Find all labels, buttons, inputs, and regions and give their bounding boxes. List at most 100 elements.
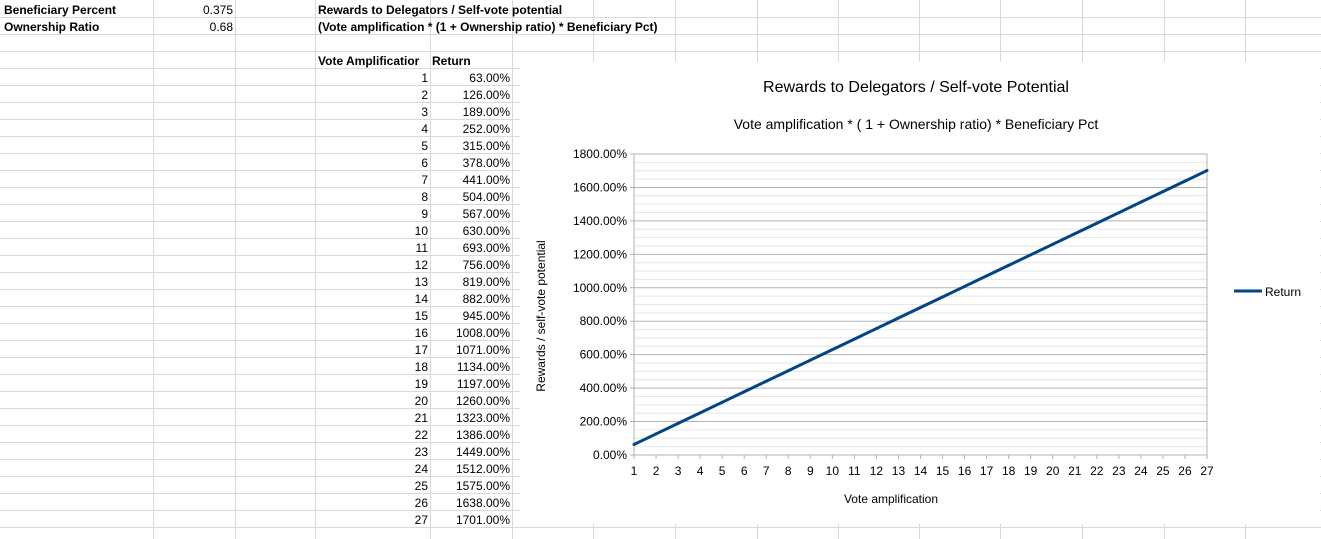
table-cell-amplification[interactable]: 9 bbox=[421, 207, 428, 221]
beneficiary-value[interactable]: 0.375 bbox=[202, 3, 233, 17]
data-point-return bbox=[963, 284, 967, 288]
table-cell-return[interactable]: 567.00% bbox=[462, 207, 510, 221]
table-cell-return[interactable]: 1008.00% bbox=[455, 326, 510, 340]
y-tick-label: 1800.00% bbox=[573, 147, 627, 161]
column-header-vote-amplification[interactable]: Vote Amplificatior bbox=[318, 54, 420, 68]
table-cell-return[interactable]: 819.00% bbox=[462, 275, 510, 289]
column-header-return[interactable]: Return bbox=[432, 54, 471, 68]
x-tick-label: 9 bbox=[807, 464, 814, 478]
y-tick-label: 1000.00% bbox=[573, 281, 627, 295]
table-cell-amplification[interactable]: 2 bbox=[421, 88, 428, 102]
data-point-return bbox=[1029, 253, 1033, 257]
table-cell-return[interactable]: 630.00% bbox=[462, 224, 510, 238]
table-cell-return[interactable]: 1197.00% bbox=[456, 377, 510, 391]
data-point-return bbox=[808, 358, 812, 362]
table-cell-amplification[interactable]: 14 bbox=[414, 292, 428, 306]
table-cell-return[interactable]: 1071.00% bbox=[455, 343, 510, 357]
table-cell-amplification[interactable]: 21 bbox=[414, 411, 428, 425]
table-cell-return[interactable]: 189.00% bbox=[462, 105, 510, 119]
table-cell-amplification[interactable]: 4 bbox=[421, 122, 428, 136]
x-tick-label: 19 bbox=[1024, 464, 1038, 478]
table-cell-return[interactable]: 1701.00% bbox=[455, 513, 510, 527]
data-point-return bbox=[941, 295, 945, 299]
table-cell-amplification[interactable]: 10 bbox=[414, 224, 428, 238]
table-cell-amplification[interactable]: 13 bbox=[414, 275, 428, 289]
table-cell-return[interactable]: 1512.00% bbox=[455, 462, 510, 476]
y-tick-label: 1600.00% bbox=[573, 180, 627, 194]
x-tick-label: 15 bbox=[936, 464, 950, 478]
table-cell-amplification[interactable]: 11 bbox=[415, 241, 428, 255]
data-point-return bbox=[764, 379, 768, 383]
x-tick-label: 4 bbox=[697, 464, 704, 478]
table-cell-amplification[interactable]: 12 bbox=[414, 258, 428, 272]
x-tick-label: 12 bbox=[870, 464, 884, 478]
table-cell-return[interactable]: 63.00% bbox=[469, 71, 510, 85]
x-tick-label: 3 bbox=[675, 464, 682, 478]
table-cell-return[interactable]: 1134.00% bbox=[456, 360, 510, 374]
table-cell-amplification[interactable]: 20 bbox=[414, 394, 428, 408]
x-tick-label: 10 bbox=[826, 464, 840, 478]
x-tick-label: 5 bbox=[719, 464, 726, 478]
table-cell-return[interactable]: 378.00% bbox=[462, 156, 510, 170]
y-tick-label: 1200.00% bbox=[573, 247, 627, 261]
table-cell-return[interactable]: 882.00% bbox=[462, 292, 510, 306]
table-cell-return[interactable]: 1575.00% bbox=[455, 479, 510, 493]
y-tick-label: 1400.00% bbox=[573, 214, 627, 228]
table-cell-return[interactable]: 504.00% bbox=[462, 190, 510, 204]
x-tick-label: 20 bbox=[1046, 464, 1060, 478]
y-tick-label: 800.00% bbox=[580, 314, 628, 328]
x-tick-label: 13 bbox=[892, 464, 906, 478]
x-tick-label: 27 bbox=[1200, 464, 1214, 478]
table-cell-amplification[interactable]: 26 bbox=[414, 496, 428, 510]
plot-area: 0.00% 200.00% 400.00% 600.00% 800.00% 1000.00… bbox=[573, 147, 1214, 478]
table-cell-return[interactable]: 1323.00% bbox=[455, 411, 510, 425]
table-cell-amplification[interactable]: 23 bbox=[414, 445, 428, 459]
table-cell-return[interactable]: 693.00% bbox=[462, 241, 510, 255]
table-cell-amplification[interactable]: 17 bbox=[414, 343, 428, 357]
table-cell-amplification[interactable]: 5 bbox=[421, 139, 428, 153]
table-cell-return[interactable]: 1260.00% bbox=[455, 394, 510, 408]
table-cell-return[interactable]: 1449.00% bbox=[455, 445, 510, 459]
table-cell-return[interactable]: 126.00% bbox=[462, 88, 510, 102]
table-cell-amplification[interactable]: 3 bbox=[421, 105, 428, 119]
table-cell-return[interactable]: 945.00% bbox=[462, 309, 510, 323]
data-point-return bbox=[1161, 190, 1165, 194]
table-cell-return[interactable]: 756.00% bbox=[462, 258, 510, 272]
table-cell-amplification[interactable]: 24 bbox=[414, 462, 428, 476]
data-point-return bbox=[1205, 169, 1209, 173]
data-point-return bbox=[1095, 221, 1099, 225]
y-tick-label: 0.00% bbox=[593, 448, 627, 462]
x-tick-label: 22 bbox=[1090, 464, 1104, 478]
table-cell-amplification[interactable]: 27 bbox=[414, 513, 428, 527]
data-point-return bbox=[896, 316, 900, 320]
legend-label-return: Return bbox=[1265, 285, 1301, 299]
ownership-label[interactable]: Ownership Ratio bbox=[4, 20, 100, 34]
table-cell-amplification[interactable]: 18 bbox=[414, 360, 428, 374]
table-cell-return[interactable]: 441.00% bbox=[462, 173, 510, 187]
table-cell-amplification[interactable]: 8 bbox=[421, 190, 428, 204]
x-tick-label: 21 bbox=[1068, 464, 1082, 478]
data-point-return bbox=[1051, 242, 1055, 246]
table-cell-return[interactable]: 1638.00% bbox=[455, 496, 510, 510]
sheet-title[interactable]: Rewards to Delegators / Self-vote potent… bbox=[318, 3, 563, 17]
table-cell-amplification[interactable]: 25 bbox=[414, 479, 428, 493]
table-cell-amplification[interactable]: 6 bbox=[421, 156, 428, 170]
data-point-return bbox=[830, 348, 834, 352]
data-point-return bbox=[654, 432, 658, 436]
table-cell-amplification[interactable]: 15 bbox=[414, 309, 428, 323]
beneficiary-label[interactable]: Beneficiary Percent bbox=[4, 3, 117, 17]
data-point-return bbox=[1073, 232, 1077, 236]
table-cell-amplification[interactable]: 1 bbox=[421, 71, 428, 85]
table-cell-amplification[interactable]: 19 bbox=[414, 377, 428, 391]
sheet-formula[interactable]: (Vote amplification * (1 + Ownership rat… bbox=[318, 20, 658, 34]
data-point-return bbox=[632, 442, 636, 446]
table-cell-return[interactable]: 1386.00% bbox=[455, 428, 510, 442]
table-cell-amplification[interactable]: 7 bbox=[421, 173, 428, 187]
ownership-value[interactable]: 0.68 bbox=[209, 20, 233, 34]
data-point-return bbox=[852, 337, 856, 341]
table-cell-amplification[interactable]: 22 bbox=[414, 428, 428, 442]
table-cell-return[interactable]: 315.00% bbox=[462, 139, 510, 153]
table-cell-amplification[interactable]: 16 bbox=[414, 326, 428, 340]
line-chart[interactable]: Rewards to Delegators / Self-vote Potent… bbox=[520, 62, 1320, 524]
table-cell-return[interactable]: 252.00% bbox=[462, 122, 510, 136]
